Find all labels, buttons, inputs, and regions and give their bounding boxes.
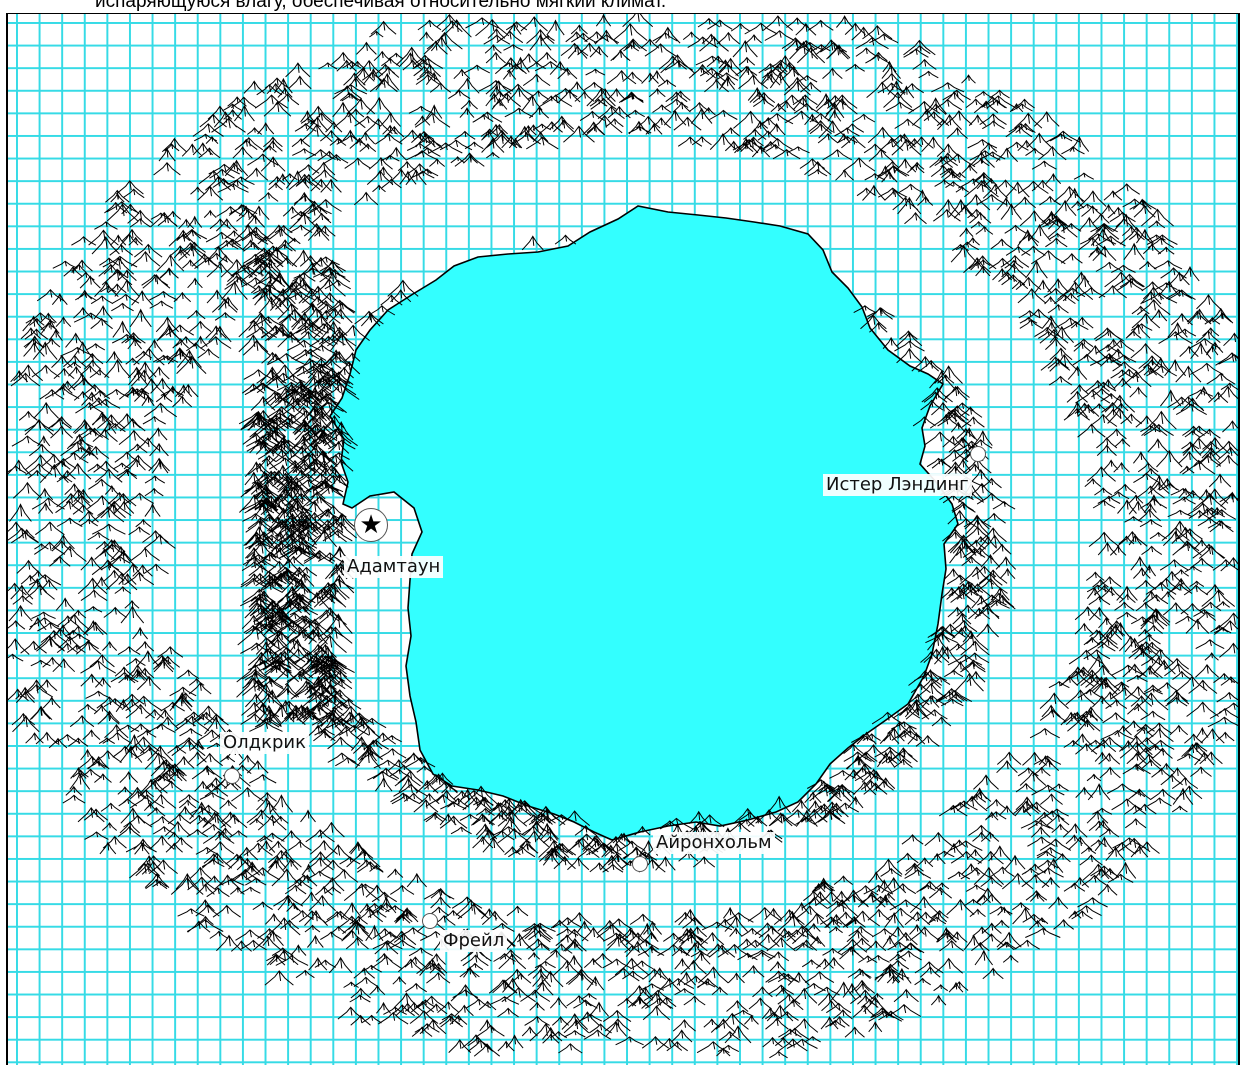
town-circle-icon[interactable] [970,446,986,462]
city-label-aironholm[interactable]: Айронхольм [653,832,775,854]
town-circle-icon[interactable] [224,768,240,784]
map-caption-text: испаряющуюся влагу, обеспечивая относите… [95,0,667,12]
town-circle-icon[interactable] [422,913,438,929]
mountain-ranges [8,14,1238,1059]
map-canvas [8,14,1238,1059]
city-label-adamtaun[interactable]: Адамтаун [344,556,444,578]
lake [329,205,959,841]
lake-shape [329,205,959,841]
map-frame[interactable]: ★ Адамтаун Истер Лэндинг Олдкрик Айронхо… [6,13,1240,1065]
town-circle-icon[interactable] [632,856,648,872]
city-label-ister-landing[interactable]: Истер Лэндинг [823,474,972,496]
capital-star-icon[interactable]: ★ [354,508,388,542]
mountain-hatching [8,14,1238,1059]
city-label-oldkrik[interactable]: Олдкрик [220,732,309,754]
city-label-freil[interactable]: Фрейл [440,930,508,952]
